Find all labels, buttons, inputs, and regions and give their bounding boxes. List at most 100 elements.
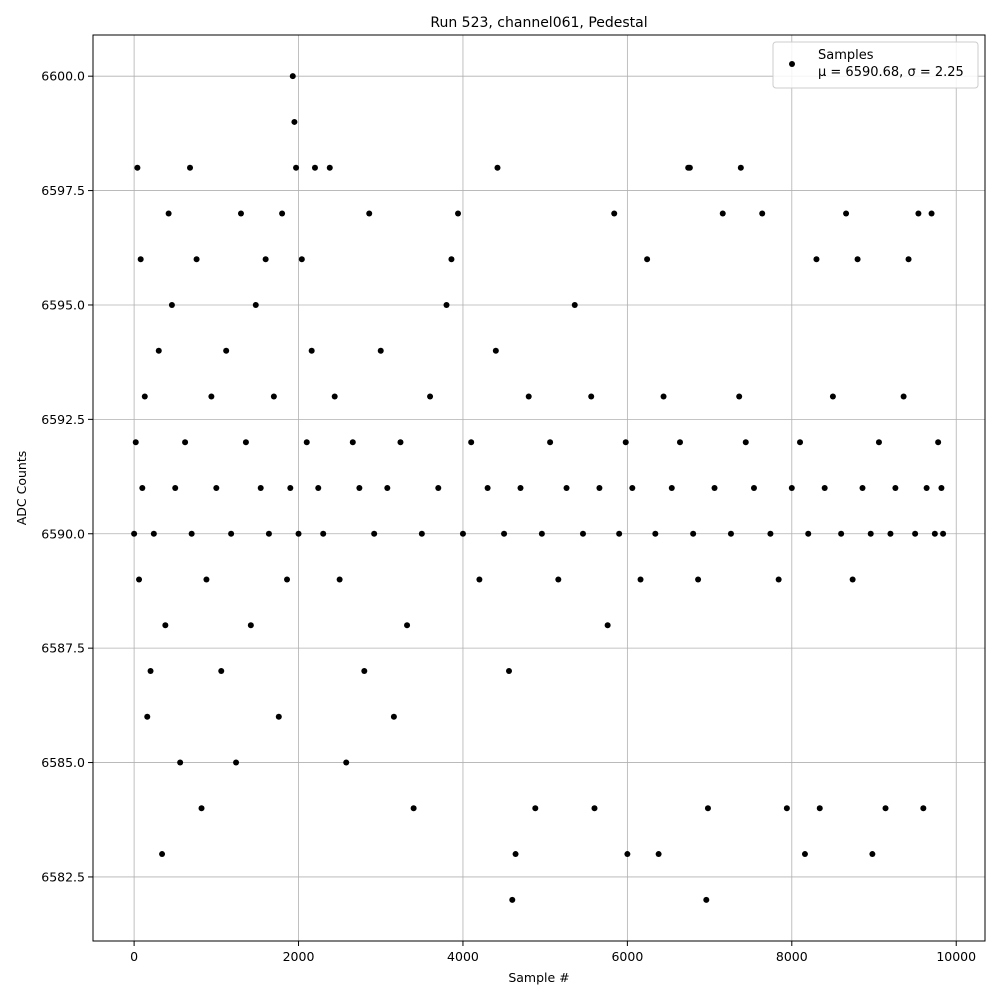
data-point — [676, 439, 683, 446]
data-point — [218, 668, 225, 675]
data-point — [905, 256, 912, 263]
x-tick-label: 6000 — [611, 949, 643, 964]
data-point — [448, 256, 455, 263]
x-tick-label: 8000 — [776, 949, 808, 964]
legend: Samples μ = 6590.68, σ = 2.25 — [772, 41, 979, 89]
data-point — [326, 164, 333, 171]
data-point — [849, 576, 856, 583]
data-point — [172, 485, 179, 491]
data-point — [816, 805, 823, 812]
data-point — [134, 164, 141, 171]
data-point — [404, 622, 411, 629]
data-point — [829, 393, 836, 400]
data-point — [459, 530, 466, 537]
data-point — [788, 485, 795, 491]
data-point — [298, 256, 305, 263]
data-point — [591, 805, 598, 812]
data-point — [418, 530, 425, 537]
data-point — [892, 485, 899, 491]
data-point — [468, 439, 475, 446]
data-point — [668, 485, 675, 491]
data-point — [228, 530, 235, 537]
data-point — [813, 256, 820, 263]
data-point — [275, 713, 282, 720]
data-point — [912, 530, 919, 537]
data-point — [308, 347, 315, 354]
data-point — [291, 118, 298, 125]
data-point — [435, 485, 442, 491]
data-point — [660, 393, 667, 400]
data-point — [270, 393, 277, 400]
data-point — [223, 347, 230, 354]
data-point — [843, 210, 850, 217]
data-point — [652, 530, 659, 537]
data-point — [132, 439, 139, 446]
data-point — [377, 347, 384, 354]
data-point — [159, 851, 166, 858]
data-point — [686, 164, 693, 171]
data-point — [915, 210, 922, 217]
data-point — [940, 530, 947, 537]
data-point — [759, 210, 766, 217]
data-point — [783, 805, 790, 812]
data-point — [427, 393, 434, 400]
data-point — [279, 210, 286, 217]
data-point — [547, 439, 554, 446]
data-point — [838, 530, 845, 537]
data-point — [293, 164, 300, 171]
data-point — [165, 210, 172, 217]
data-point — [311, 164, 318, 171]
data-point — [596, 485, 603, 491]
data-point — [750, 485, 757, 491]
data-point — [237, 210, 244, 217]
data-point — [336, 576, 343, 583]
data-point — [182, 439, 189, 446]
data-point — [476, 576, 483, 583]
x-tick-label: 10000 — [936, 949, 976, 964]
data-point — [501, 530, 508, 537]
data-point — [555, 576, 562, 583]
data-point — [188, 530, 195, 537]
data-point — [494, 164, 501, 171]
data-point — [869, 851, 876, 858]
data-point — [563, 485, 570, 491]
data-point — [859, 485, 866, 491]
data-point — [289, 73, 296, 80]
data-point — [397, 439, 404, 446]
data-point — [252, 301, 259, 308]
data-point — [854, 256, 861, 263]
data-point — [900, 393, 907, 400]
data-point — [384, 485, 391, 491]
data-point — [343, 759, 350, 766]
data-point — [139, 485, 146, 491]
x-tick-label: 2000 — [283, 949, 315, 964]
data-point — [198, 805, 205, 812]
data-point — [742, 439, 749, 446]
data-point — [935, 439, 942, 446]
data-point — [492, 347, 499, 354]
data-point — [938, 485, 945, 491]
data-point — [821, 485, 828, 491]
data-point — [775, 576, 782, 583]
data-point — [571, 301, 578, 308]
data-point — [622, 439, 629, 446]
y-tick-label: 6597.5 — [41, 183, 85, 198]
data-point — [247, 622, 254, 629]
data-point — [727, 530, 734, 537]
y-tick-label: 6595.0 — [41, 297, 85, 312]
data-point — [695, 576, 702, 583]
data-point — [303, 439, 310, 446]
data-point — [588, 393, 595, 400]
data-point — [767, 530, 774, 537]
data-point — [611, 210, 618, 217]
data-point — [887, 530, 894, 537]
data-point — [320, 530, 327, 537]
y-tick-label: 6592.5 — [41, 412, 85, 427]
data-point — [131, 530, 138, 537]
data-point — [177, 759, 184, 766]
data-point — [356, 485, 363, 491]
data-point — [144, 713, 151, 720]
data-point — [233, 759, 240, 766]
data-point — [315, 485, 322, 491]
